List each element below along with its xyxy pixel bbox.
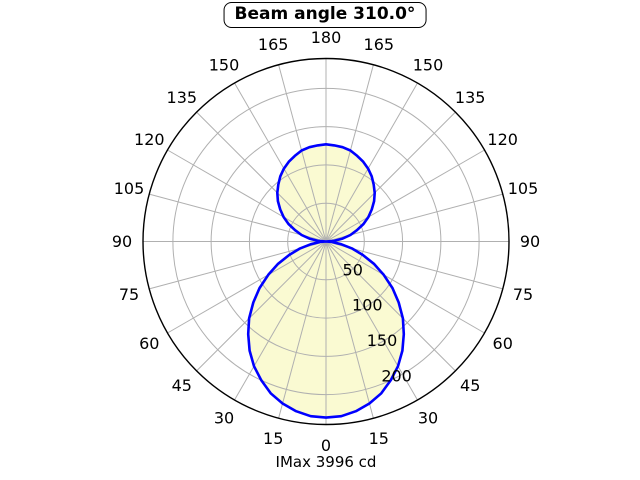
grid-spoke-210: [234, 82, 327, 242]
angle-label-right-15: 15: [369, 429, 389, 448]
grid-spoke-300: [167, 241, 327, 334]
grid-spoke-255: [149, 193, 327, 242]
chart-title: Beam angle 310.0°: [234, 4, 416, 24]
polar-grid: [143, 58, 509, 425]
angle-label-right-30: 30: [418, 409, 438, 428]
radius-label-100: 100: [352, 296, 383, 315]
angle-label-left-120: 120: [134, 130, 165, 149]
grid-spoke-15: [325, 241, 374, 419]
grid-spoke-60: [325, 241, 485, 334]
polar-outer-circle: [142, 57, 510, 426]
angle-label-right-90: 90: [520, 232, 540, 251]
angle-label-right-165: 165: [364, 35, 395, 54]
radius-label-150: 150: [367, 331, 398, 350]
angle-tick-labels: 0 15 15 30 30 45 45 60 60 75 75 90 90 105 105 120 120 135…: [112, 28, 540, 455]
angle-label-left-135: 135: [167, 88, 198, 107]
angle-label-right-120: 120: [487, 130, 518, 149]
angle-label-right-150: 150: [413, 55, 444, 74]
grid-spoke-330: [234, 241, 327, 401]
angle-label-right-135: 135: [455, 88, 486, 107]
imax-caption: IMax 3996 cd: [275, 453, 377, 471]
angle-label-left-60: 60: [139, 334, 159, 353]
angle-label-right-45: 45: [460, 376, 480, 395]
angle-label-left-30: 30: [214, 409, 234, 428]
angle-label-right-180: 180: [311, 28, 342, 47]
intensity-curve: [246, 143, 406, 419]
grid-spoke-195: [278, 64, 327, 242]
grid-spoke-315: [196, 241, 327, 372]
radius-label-200: 200: [381, 367, 412, 386]
angle-label-left-165: 165: [258, 35, 289, 54]
grid-spoke-30: [325, 241, 418, 401]
angle-label-left-150: 150: [209, 55, 240, 74]
radius-label-50: 50: [343, 260, 363, 279]
grid-spoke-345: [278, 241, 327, 419]
angle-label-left-45: 45: [172, 376, 192, 395]
grid-spoke-150: [325, 82, 418, 242]
grid-spoke-120: [325, 149, 485, 242]
angle-label-right-0: 0: [321, 436, 331, 455]
angle-label-right-105: 105: [508, 179, 539, 198]
radius-tick-labels: 50 100 150 200: [343, 260, 412, 385]
angle-label-left-105: 105: [114, 179, 145, 198]
outer-circle: [142, 57, 510, 426]
intensity-curve-path: [246, 143, 406, 419]
angle-label-right-75: 75: [513, 285, 533, 304]
angle-label-left-75: 75: [119, 285, 139, 304]
grid-spoke-45: [325, 241, 456, 372]
angle-label-right-60: 60: [493, 334, 513, 353]
grid-spoke-240: [167, 149, 327, 242]
grid-spoke-165: [325, 64, 374, 242]
angle-label-left-15: 15: [263, 429, 283, 448]
grid-spoke-225: [196, 111, 327, 242]
angle-label-left-90: 90: [112, 232, 132, 251]
grid-spoke-135: [325, 111, 456, 242]
grid-spoke-105: [325, 193, 503, 242]
chart-title-box: Beam angle 310.0°: [223, 2, 427, 28]
